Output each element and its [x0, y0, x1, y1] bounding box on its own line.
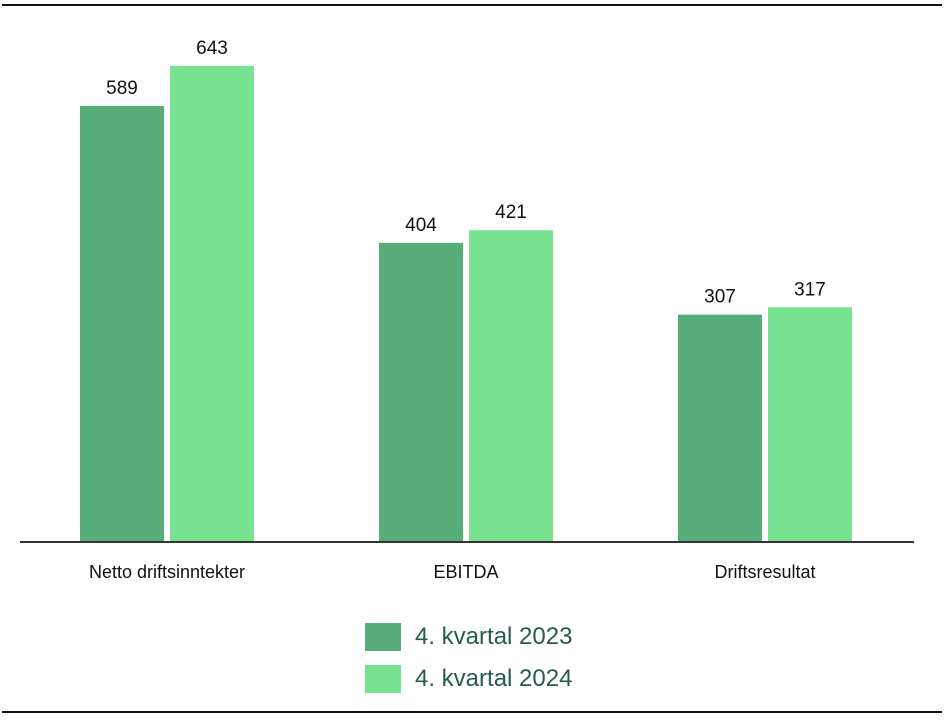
- legend-item-2024: 4. kvartal 2024: [365, 662, 572, 696]
- value-labels-layer: 589 643 404 421 307 317: [106, 38, 826, 308]
- tick-label-driftsresultat: Driftsresultat: [714, 562, 815, 582]
- bar-driftsresultat-2024: [768, 307, 852, 542]
- top-rule: [2, 4, 942, 6]
- legend-label-2024: 4. kvartal 2024: [415, 665, 573, 692]
- value-label-driftsresultat-2023: 307: [704, 287, 736, 308]
- bars-layer: [80, 65, 852, 543]
- legend-swatch-2024: [365, 665, 401, 693]
- tick-label-ebitda: EBITDA: [433, 562, 498, 582]
- legend-label-2023: 4. kvartal 2023: [415, 623, 573, 650]
- value-label-driftsresultat-2024: 317: [794, 279, 826, 300]
- legend: 4. kvartal 2023 4. kvartal 2024: [0, 616, 944, 700]
- value-label-netto-driftsinntekter-2023: 589: [106, 78, 138, 99]
- bar-netto-driftsinntekter-2024: [170, 65, 254, 543]
- bar-ebitda-2024: [469, 230, 553, 542]
- category-tick-labels: Netto driftsinntekter EBITDA Driftsresulta…: [89, 562, 816, 582]
- bottom-rule: [2, 711, 942, 713]
- legend-item-2023: 4. kvartal 2023: [365, 620, 572, 654]
- legend-swatch-2023: [365, 623, 401, 651]
- tick-label-netto-driftsinntekter: Netto driftsinntekter: [89, 562, 245, 582]
- bar-ebitda-2023: [379, 242, 463, 542]
- bar-driftsresultat-2023: [678, 314, 762, 542]
- value-label-ebitda-2024: 421: [495, 202, 527, 223]
- value-label-netto-driftsinntekter-2024: 643: [196, 38, 228, 59]
- value-label-ebitda-2023: 404: [405, 215, 437, 236]
- bar-netto-driftsinntekter-2023: [80, 105, 164, 543]
